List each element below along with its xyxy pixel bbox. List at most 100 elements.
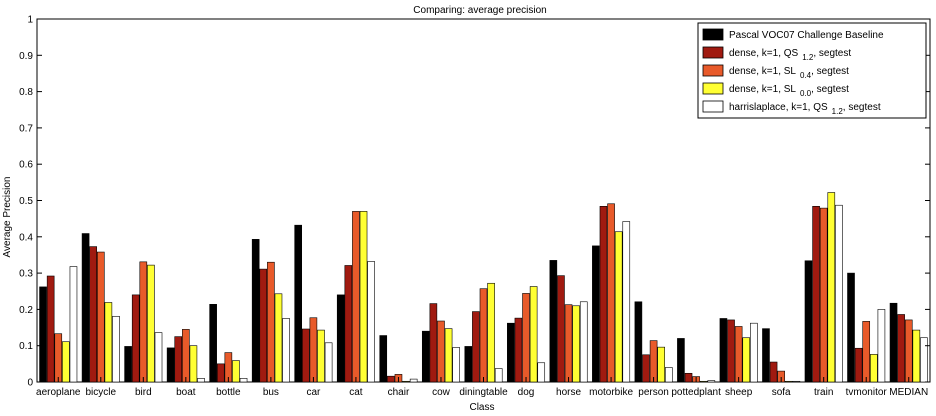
bar-bird-series-0 [124,346,132,383]
legend-entry-text: dense, k=1, SL [729,84,796,95]
bar-diningtable-series-0 [464,346,473,383]
bar-sofa-series-0 [762,328,770,383]
bar-bird-series-3 [147,264,155,383]
bar-pottedplant-series-1 [684,372,693,383]
bar-aeroplane-series-3 [62,341,70,383]
legend-entry-subscript: 0.0 [800,89,812,98]
bar-chair-series-0 [379,335,388,383]
x-tick-label: sheep [725,387,753,398]
y-tick-label: 0.9 [19,51,33,62]
bar-car-series-0 [294,224,303,383]
bar-train-series-4 [835,204,843,383]
y-tick-label: 0 [27,378,33,389]
legend-entry: dense, k=1, QS 1.2, segtest [729,48,851,62]
x-tick-label: bottle [216,387,241,398]
x-tick-label: car [306,387,321,398]
bar-tvmonitor-series-1 [854,347,863,383]
bar-aeroplane-series-2 [54,333,63,383]
x-tick-label: person [638,387,669,398]
bar-bicycle-series-1 [89,246,97,383]
legend-entry-subscript: 1.2 [832,107,844,116]
x-tick-label: cow [432,387,451,398]
bar-train-series-1 [812,206,820,383]
legend-entry: harrislaplace, k=1, QS 1.2, segtest [729,102,881,116]
bars-group [39,192,928,383]
bar-train-series-3 [827,192,836,383]
bar-bicycle-series-2 [96,251,105,383]
bar-bus-series-0 [251,239,260,383]
bar-MEDIAN-series-4 [920,337,928,383]
bar-sheep-series-0 [719,318,728,383]
bar-bird-series-4 [154,332,163,383]
bar-chair-series-1 [387,375,395,383]
x-tick-label: sofa [772,387,791,398]
x-tick-label: train [814,387,833,398]
x-tick-label: bird [135,387,152,398]
y-tick-label: 1 [27,15,33,26]
bar-horse-series-3 [572,305,580,383]
bar-person-series-4 [664,367,673,383]
bar-sofa-series-3 [784,380,793,383]
bar-person-series-0 [634,301,643,383]
bar-aeroplane-series-1 [46,275,55,383]
bar-sheep-series-3 [742,337,751,383]
bar-dog-series-0 [507,322,515,383]
bar-bicycle-series-4 [112,315,120,383]
bar-cow-series-0 [421,330,430,383]
bar-motorbike-series-3 [614,231,623,383]
legend-entry-text: dense, k=1, SL [729,66,796,77]
x-tick-label: tvmonitor [846,387,888,398]
bar-dog-series-2 [522,293,530,383]
bar-bus-series-3 [274,293,283,383]
bar-tvmonitor-series-0 [847,272,855,383]
chart-title: Comparing: average precision [413,5,546,16]
bar-bottle-series-0 [209,304,217,383]
bar-cat-series-1 [344,265,353,383]
bar-pottedplant-series-3 [699,380,708,383]
bar-MEDIAN-series-1 [897,314,905,383]
bar-cow-series-2 [437,320,445,383]
x-tick-label: boat [176,387,196,398]
bar-cat-series-3 [359,211,368,383]
legend-entry-suffix: , segtest [843,102,881,113]
x-tick-label: aeroplane [36,387,81,398]
bar-bottle-series-3 [232,360,240,383]
legend-entry-text: dense, k=1, QS [729,48,799,59]
legend-entry: dense, k=1, SL 0.0, segtest [729,84,849,98]
bar-pottedplant-series-0 [677,338,685,383]
x-tick-label: bicycle [85,387,116,398]
bar-diningtable-series-1 [472,311,480,383]
x-tick-label: horse [556,387,581,398]
bar-sheep-series-4 [750,322,758,383]
bar-diningtable-series-3 [487,282,495,383]
bar-bird-series-2 [139,261,148,383]
bar-boat-series-4 [197,378,205,383]
bar-bird-series-1 [131,294,140,383]
bar-car-series-3 [317,329,325,383]
bar-bus-series-2 [267,261,275,383]
bar-motorbike-series-4 [622,221,631,383]
y-tick-label: 0.5 [19,196,33,207]
bar-person-series-1 [642,354,650,383]
bar-aeroplane-series-0 [39,286,47,383]
bar-tvmonitor-series-3 [870,354,878,383]
y-tick-label: 0.4 [19,232,33,243]
legend-box [697,22,927,119]
y-tick-label: 0.8 [19,87,33,98]
bar-bottle-series-1 [216,363,225,383]
legend-entry-subscript: 1.2 [802,53,814,62]
bar-person-series-3 [657,346,665,383]
bar-bus-series-4 [282,318,290,383]
x-tick-label: MEDIAN [889,387,928,398]
bar-bicycle-series-0 [81,233,90,383]
bar-motorbike-series-1 [599,206,608,383]
bar-sofa-series-1 [769,361,778,383]
bar-cow-series-1 [429,303,438,383]
bar-car-series-4 [324,342,333,383]
legend-swatch [702,46,724,59]
bar-cat-series-0 [336,294,345,383]
y-tick-label: 0.3 [19,269,33,280]
legend-entry-suffix: , segtest [811,66,849,77]
bar-cat-series-2 [352,211,360,383]
